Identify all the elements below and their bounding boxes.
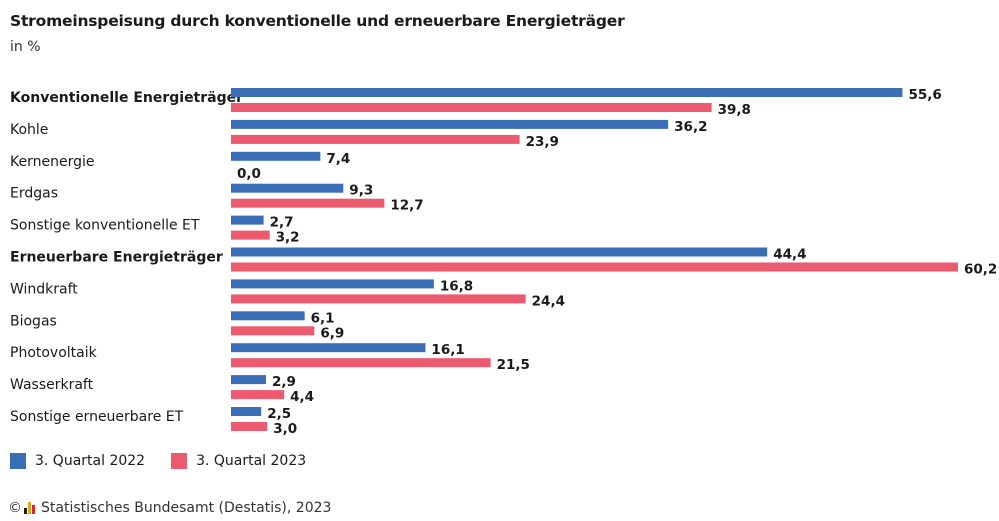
source-text: Statistisches Bundesamt (Destatis), 2023 — [41, 500, 332, 516]
bar-2022-wasserkraft — [231, 375, 267, 385]
value-label-2023-photovoltaik: 21,5 — [497, 357, 530, 373]
value-label-2023-sonstige-konventionelle-et: 3,2 — [276, 230, 300, 246]
value-label-2023-wasserkraft: 4,4 — [290, 389, 314, 405]
bar-2023-konventionelle-energieträger — [231, 103, 712, 112]
value-label-2023-biogas: 6,9 — [320, 325, 344, 341]
value-label-2022-erneuerbare-energieträger: 44,4 — [773, 247, 806, 263]
value-label-2022-konventionelle-energieträger: 55,6 — [908, 87, 941, 103]
value-label-2023-konventionelle-energieträger: 39,8 — [718, 102, 751, 118]
category-label-photovoltaik: Photovoltaik — [10, 345, 98, 361]
value-label-2022-sonstige-konventionelle-et: 2,7 — [270, 215, 294, 231]
legend-label-2023: 3. Quartal 2023 — [196, 453, 307, 469]
value-label-2023-kohle: 23,9 — [526, 134, 559, 150]
category-label-windkraft: Windkraft — [10, 281, 78, 297]
bar-2022-kohle — [231, 119, 669, 129]
value-label-2022-wasserkraft: 2,9 — [272, 374, 296, 390]
chart-subtitle: in % — [10, 39, 41, 55]
bar-2023-erneuerbare-energieträger — [231, 262, 958, 272]
bar-2022-erdgas — [231, 183, 344, 193]
bar-2022-konventionelle-energieträger — [231, 88, 903, 97]
bar-2022-biogas — [231, 311, 305, 321]
category-label-konventionelle-energieträger: Konventionelle Energieträger — [10, 90, 243, 106]
value-label-2023-windkraft: 24,4 — [532, 293, 565, 309]
value-label-2022-erdgas: 9,3 — [349, 183, 373, 199]
bar-2023-biogas — [231, 326, 315, 336]
category-label-erdgas: Erdgas — [10, 186, 58, 202]
category-label-sonstige-konventionelle-et: Sonstige konventionelle ET — [10, 218, 200, 234]
bar-2022-windkraft — [231, 279, 434, 289]
value-label-2023-sonstige-erneuerbare-et: 3,0 — [273, 421, 297, 437]
bar-2022-sonstige-konventionelle-et — [231, 215, 264, 225]
value-label-2022-photovoltaik: 16,1 — [431, 342, 464, 358]
bar-2022-sonstige-erneuerbare-et — [231, 407, 262, 416]
category-label-biogas: Biogas — [10, 313, 57, 329]
value-label-2022-sonstige-erneuerbare-et: 2,5 — [267, 406, 291, 422]
destatis-logo-icon — [24, 502, 36, 514]
chart-legend: 3. Quartal 2022 3. Quartal 2023 — [10, 453, 332, 469]
bar-2023-windkraft — [231, 294, 526, 304]
bar-chart: Konventionelle Energieträger 55,6 39,8 Kohl… — [10, 87, 997, 437]
value-label-2022-windkraft: 16,8 — [440, 278, 473, 294]
bar-2022-erneuerbare-energieträger — [231, 247, 768, 257]
bar-2022-kernenergie — [231, 151, 321, 161]
value-label-2023-kernenergie: 0,0 — [237, 166, 261, 182]
bar-2023-photovoltaik — [231, 358, 491, 368]
value-label-2023-erdgas: 12,7 — [390, 198, 423, 214]
category-label-kohle: Kohle — [10, 122, 48, 138]
value-label-2022-biogas: 6,1 — [311, 310, 335, 326]
bar-2023-sonstige-konventionelle-et — [231, 230, 270, 240]
bar-2023-sonstige-erneuerbare-et — [231, 422, 268, 431]
legend-swatch-2022 — [10, 453, 26, 469]
legend-label-2022: 3. Quartal 2022 — [35, 453, 146, 469]
copyright-symbol: © — [8, 500, 22, 516]
category-label-wasserkraft: Wasserkraft — [10, 377, 94, 393]
category-label-kernenergie: Kernenergie — [10, 154, 94, 170]
value-label-2022-kohle: 36,2 — [674, 119, 707, 135]
bar-2023-erdgas — [231, 198, 385, 208]
legend-item-2023: 3. Quartal 2023 — [171, 453, 306, 469]
bar-2022-photovoltaik — [231, 343, 426, 353]
category-label-sonstige-erneuerbare-et: Sonstige erneuerbare ET — [10, 409, 184, 425]
source-note: © Statistisches Bundesamt (Destatis), 20… — [8, 500, 331, 516]
category-label-erneuerbare-energieträger: Erneuerbare Energieträger — [10, 250, 223, 266]
legend-swatch-2023 — [171, 453, 188, 469]
value-label-2022-kernenergie: 7,4 — [326, 151, 350, 167]
chart-title: Stromeinspeisung durch konventionelle un… — [10, 12, 625, 30]
value-label-2023-erneuerbare-energieträger: 60,2 — [964, 262, 997, 278]
bar-2023-kohle — [231, 134, 520, 144]
legend-item-2022: 3. Quartal 2022 — [10, 453, 145, 469]
bar-2023-wasserkraft — [231, 390, 285, 400]
